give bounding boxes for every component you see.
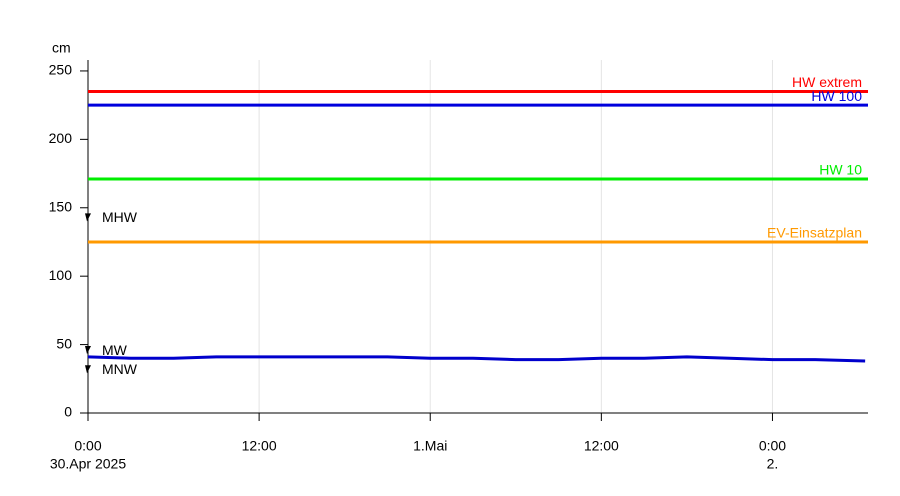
marker — [85, 346, 91, 355]
x-tick-label: 0:00 — [74, 438, 101, 454]
reference-label: HW 10 — [819, 162, 862, 178]
y-tick-label: 150 — [49, 198, 73, 214]
reference-label: HW 100 — [811, 88, 862, 104]
marker — [85, 213, 91, 222]
reference-label: EV-Einsatzplan — [767, 225, 862, 241]
marker — [85, 365, 91, 374]
reference-label: HW extrem — [792, 74, 862, 90]
y-unit: cm — [52, 40, 71, 56]
y-tick-label: 50 — [56, 335, 72, 351]
x-date-label: 2. — [767, 456, 779, 472]
marker-label: MW — [102, 342, 128, 358]
y-tick-label: 250 — [49, 62, 73, 78]
marker-label: MNW — [102, 361, 138, 377]
marker-label: MHW — [102, 209, 138, 225]
series-line — [87, 355, 866, 363]
y-tick-label: 100 — [49, 267, 73, 283]
x-tick-label: 12:00 — [242, 438, 277, 454]
x-date-label: 30.Apr 2025 — [50, 456, 126, 472]
y-tick-label: 0 — [64, 404, 72, 420]
x-tick-label: 0:00 — [759, 438, 786, 454]
x-tick-label: 12:00 — [584, 438, 619, 454]
x-tick-label: 1.Mai — [413, 438, 447, 454]
y-tick-label: 200 — [49, 130, 73, 146]
